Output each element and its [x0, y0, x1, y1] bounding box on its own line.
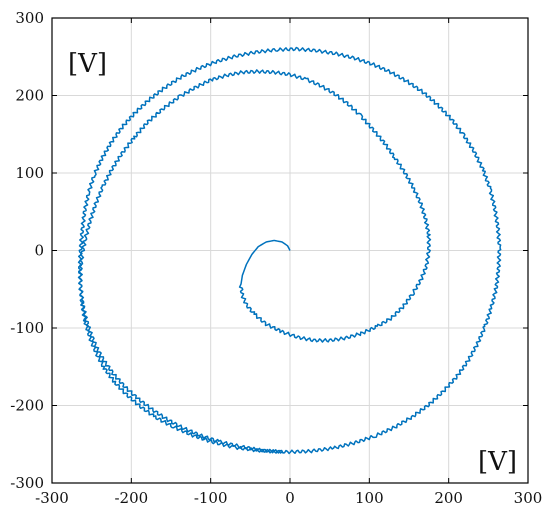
x-tick-label: 200 [434, 489, 463, 507]
x-tick-label: -300 [35, 489, 69, 507]
series-line [77, 46, 502, 455]
y-tick-label: 200 [15, 87, 44, 105]
x-tick-labels: -300 -200 -100 0 100 200 300 [35, 489, 542, 507]
y-unit-annotation: [V] [68, 49, 107, 79]
x-tick-label: 100 [355, 489, 384, 507]
x-tick-label: -200 [114, 489, 148, 507]
y-tick-labels: -300 -200 -100 0 100 200 300 [10, 9, 44, 492]
y-tick-label: -200 [10, 397, 44, 415]
y-tick-label: 300 [15, 9, 44, 27]
y-tick-label: 0 [34, 242, 44, 260]
y-tick-label: -100 [10, 319, 44, 337]
y-tick-label: 100 [15, 164, 44, 182]
y-tick-label: -300 [10, 474, 44, 492]
x-tick-label: 0 [285, 489, 295, 507]
x-tick-label: 300 [514, 489, 543, 507]
gridlines [52, 18, 528, 483]
x-tick-label: -100 [194, 489, 228, 507]
x-unit-annotation: [V] [478, 447, 517, 477]
tick-marks [51, 17, 529, 484]
series-group [77, 46, 502, 455]
